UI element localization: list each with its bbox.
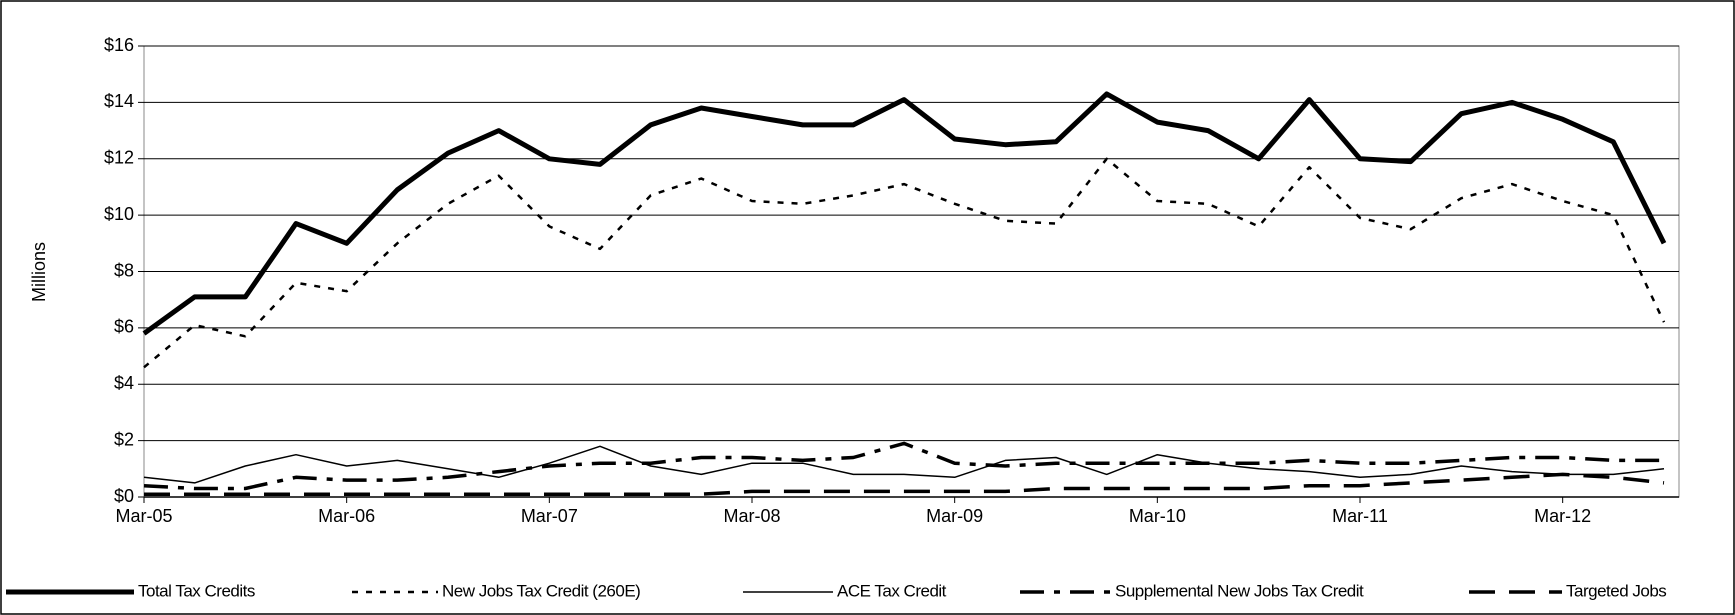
legend-label: Supplemental New Jobs Tax Credit: [1115, 581, 1364, 600]
x-tick-label: Mar-12: [1534, 506, 1591, 526]
legend-label: Total Tax Credits: [138, 581, 255, 600]
legend-label: New Jobs Tax Credit (260E): [442, 581, 640, 600]
y-tick-label: $2: [114, 429, 134, 449]
y-tick-label: $10: [104, 204, 134, 224]
x-tick-label: Mar-09: [926, 506, 983, 526]
y-tick-label: $14: [104, 91, 134, 111]
x-tick-label: Mar-07: [521, 506, 578, 526]
x-tick-label: Mar-06: [318, 506, 375, 526]
y-tick-label: $6: [114, 317, 134, 337]
y-axis-label: Millions: [29, 242, 49, 302]
legend-label: ACE Tax Credit: [837, 581, 947, 600]
y-tick-label: $12: [104, 148, 134, 168]
y-tick-label: $4: [114, 373, 134, 393]
x-tick-label: Mar-11: [1332, 506, 1388, 526]
legend-label: Targeted Jobs: [1566, 581, 1666, 600]
y-tick-label: $0: [114, 486, 134, 506]
series-line: [143, 157, 1666, 369]
x-tick-label: Mar-08: [723, 506, 780, 526]
series-line: [142, 91, 1667, 336]
x-tick-label: Mar-05: [115, 506, 172, 526]
series-line: [143, 445, 1665, 484]
series-line: [144, 472, 1665, 496]
y-tick-label: $16: [104, 35, 134, 55]
x-tick-label: Mar-10: [1129, 506, 1186, 526]
y-tick-label: $8: [114, 260, 134, 280]
series-line: [143, 441, 1664, 491]
